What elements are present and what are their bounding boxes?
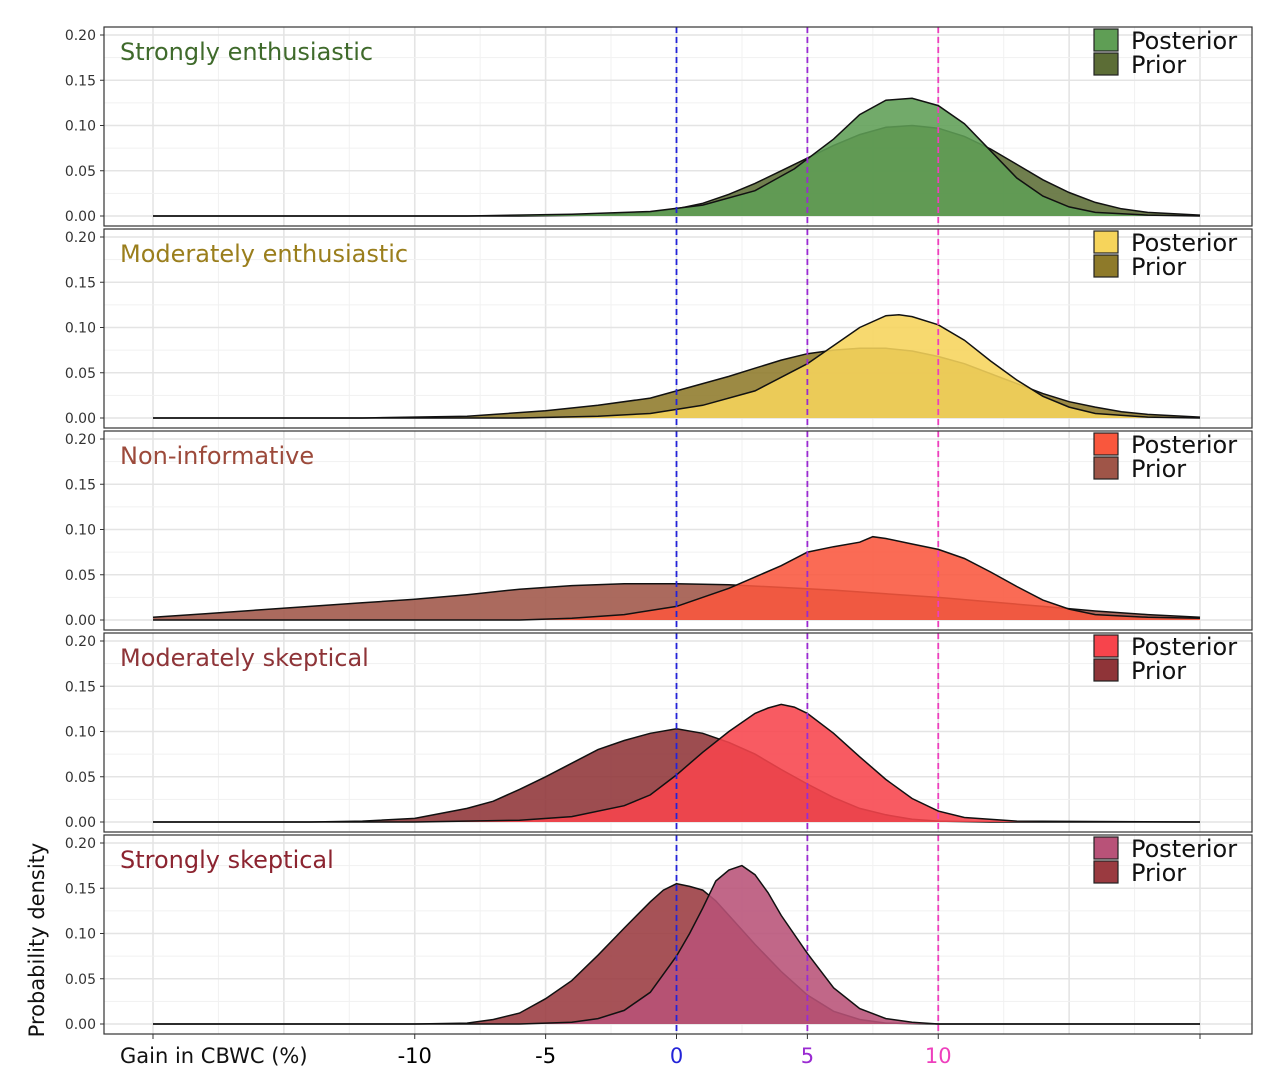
legend-swatch-posterior — [1093, 28, 1119, 52]
y-tick-label: 0.05 — [65, 366, 96, 382]
y-tick-label: 0.20 — [65, 28, 96, 44]
y-tick-label: 0.15 — [65, 73, 96, 89]
y-tick-label: 0.20 — [65, 432, 96, 448]
panel-3: 0.00 0.05 0.10 0.15 0.20 Non-informative Poste… — [65, 430, 1253, 631]
y-tick-label: 0.15 — [65, 881, 96, 897]
y-tick-label: 0.15 — [65, 679, 96, 695]
panel-5: 0.00 0.05 0.10 0.15 0.20 Strongly skeptical Po… — [65, 834, 1253, 1035]
y-tick-label: 0.10 — [65, 725, 96, 741]
x-tick-label: 0 — [670, 1044, 683, 1068]
y-tick-label: 0.20 — [65, 836, 96, 852]
x-tick-label: 5 — [801, 1044, 814, 1068]
y-tick-label: 0.15 — [65, 275, 96, 291]
y-tick-label: 0.05 — [65, 568, 96, 584]
legend-swatch-prior — [1093, 52, 1119, 76]
panel-title: Moderately skeptical — [120, 644, 369, 672]
panel-2: 0.00 0.05 0.10 0.15 0.20 Moderately enthusias… — [65, 228, 1253, 429]
panel-title: Moderately enthusiastic — [120, 240, 408, 268]
y-tick-label: 0.05 — [65, 972, 96, 988]
y-tick-label: 0.00 — [65, 411, 96, 427]
legend-swatch-posterior — [1093, 836, 1119, 860]
panel-border — [103, 26, 1253, 227]
legend-label-posterior: Posterior — [1131, 835, 1237, 863]
density-line-posterior — [153, 535, 1201, 621]
x-tick-label: 10 — [925, 1044, 952, 1068]
x-tick-label: -10 — [398, 1044, 432, 1068]
density-line-posterior — [153, 314, 1201, 419]
legend-label-posterior: Posterior — [1131, 229, 1237, 257]
panel-title: Strongly skeptical — [120, 846, 334, 874]
legend-label-posterior: Posterior — [1131, 431, 1237, 459]
y-tick-label: 0.00 — [65, 1017, 96, 1033]
legend-label-posterior: Posterior — [1131, 633, 1237, 661]
y-tick-label: 0.10 — [65, 523, 96, 539]
legend-swatch-prior — [1093, 254, 1119, 278]
y-tick-label: 0.15 — [65, 477, 96, 493]
panel-title: Non-informative — [120, 442, 314, 470]
density-line-posterior — [153, 97, 1201, 217]
legend-label-prior: Prior — [1131, 253, 1186, 281]
y-tick-label: 0.20 — [65, 634, 96, 650]
legend-swatch-posterior — [1093, 230, 1119, 254]
y-tick-label: 0.00 — [65, 613, 96, 629]
y-tick-label: 0.05 — [65, 164, 96, 180]
y-tick-label: 0.00 — [65, 209, 96, 225]
panel-border — [103, 834, 1253, 1035]
panel-1: 0.00 0.05 0.10 0.15 0.20 Strongly enthusiasti… — [65, 26, 1253, 227]
panel-4: 0.00 0.05 0.10 0.15 0.20 Moderately skeptical… — [65, 632, 1253, 833]
legend-label-prior: Prior — [1131, 455, 1186, 483]
legend-label-prior: Prior — [1131, 657, 1186, 685]
legend-swatch-prior — [1093, 860, 1119, 884]
legend-swatch-posterior — [1093, 634, 1119, 658]
y-axis-title: Probability density — [25, 843, 49, 1038]
legend-label-posterior: Posterior — [1131, 27, 1237, 55]
legend-label-prior: Prior — [1131, 859, 1186, 887]
y-tick-label: 0.05 — [65, 770, 96, 786]
density-line-posterior — [153, 864, 1200, 1025]
y-tick-label: 0.00 — [65, 815, 96, 831]
y-tick-label: 0.10 — [65, 927, 96, 943]
density-line-posterior — [153, 703, 1201, 823]
density-area-prior — [153, 883, 1200, 1024]
panel-title: Strongly enthusiastic — [120, 38, 373, 66]
panel-border — [103, 228, 1253, 429]
legend-swatch-prior — [1093, 456, 1119, 480]
x-tick-label: -5 — [535, 1044, 556, 1068]
legend-swatch-posterior — [1093, 432, 1119, 456]
y-tick-label: 0.10 — [65, 119, 96, 135]
legend-label-prior: Prior — [1131, 51, 1186, 79]
y-tick-label: 0.10 — [65, 321, 96, 337]
density-area-posterior — [153, 536, 1200, 620]
panel-border — [103, 632, 1253, 833]
x-axis-title: Gain in CBWC (%) — [120, 1044, 308, 1068]
y-tick-label: 0.20 — [65, 230, 96, 246]
legend-swatch-prior — [1093, 658, 1119, 682]
panel-border — [103, 430, 1253, 631]
density-area-posterior — [153, 865, 1200, 1024]
